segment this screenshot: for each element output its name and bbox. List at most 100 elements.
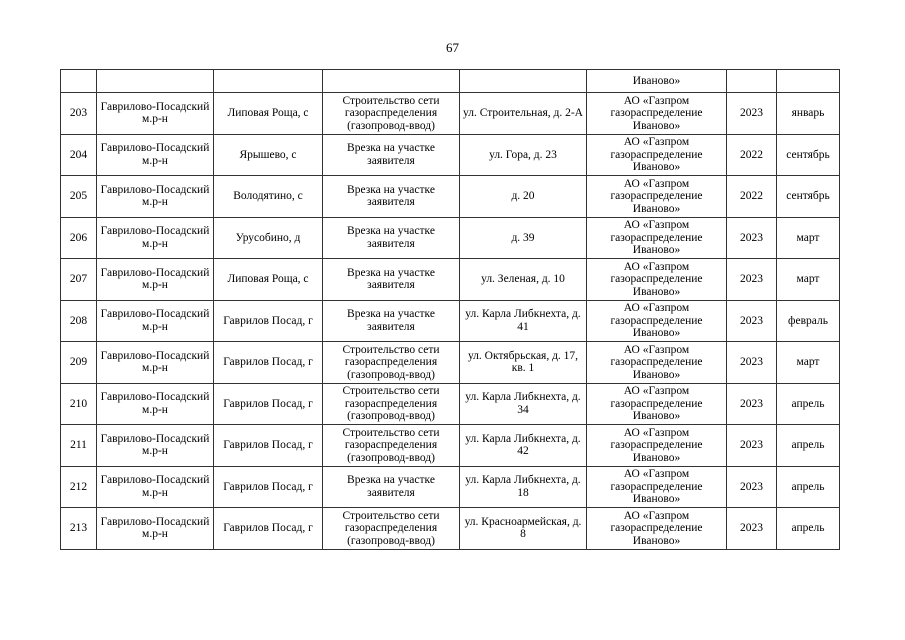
table-row: 212 Гаврилово-Посадский м.р-н Гаврилов Пос… [60, 465, 840, 508]
cell-settlement: Володятино, с [213, 175, 323, 218]
table-row: 208 Гаврилово-Посадский м.р-н Гаврилов Пос… [60, 299, 840, 342]
cell-organization: АО «Газпром газораспределение Иваново» [586, 465, 727, 508]
cell-row-number: 204 [60, 133, 97, 176]
cell-district: Гаврилово-Посадский м.р-н [96, 341, 214, 384]
table-row: 211 Гаврилово-Посадский м.р-н Гаврилов Пос… [60, 424, 840, 467]
cell-row-number: 203 [60, 92, 97, 135]
table-row: 210 Гаврилово-Посадский м.р-н Гаврилов Пос… [60, 382, 840, 425]
cell-row-number: 213 [60, 507, 97, 550]
cell-address [459, 69, 587, 93]
cell-row-number [60, 69, 97, 93]
cell-month: сентябрь [776, 175, 840, 218]
cell-address: ул. Гора, д. 23 [459, 133, 587, 176]
cell-organization: АО «Газпром газораспределение Иваново» [586, 382, 727, 425]
cell-organization: АО «Газпром газораспределение Иваново» [586, 258, 727, 301]
cell-work-type: Строительство сети газораспределения (га… [322, 341, 460, 384]
cell-district: Гаврилово-Посадский м.р-н [96, 175, 214, 218]
cell-row-number: 208 [60, 299, 97, 342]
cell-work-type: Врезка на участке заявителя [322, 465, 460, 508]
cell-district [96, 69, 214, 93]
cell-address: ул. Зеленая, д. 10 [459, 258, 587, 301]
cell-year: 2022 [726, 133, 777, 176]
cell-year: 2023 [726, 465, 777, 508]
cell-work-type: Строительство сети газораспределения (га… [322, 92, 460, 135]
cell-district: Гаврилово-Посадский м.р-н [96, 92, 214, 135]
cell-month: апрель [776, 382, 840, 425]
cell-row-number: 210 [60, 382, 97, 425]
cell-settlement: Гаврилов Посад, г [213, 382, 323, 425]
cell-work-type [322, 69, 460, 93]
cell-month: апрель [776, 465, 840, 508]
cell-year: 2023 [726, 424, 777, 467]
cell-month: февраль [776, 299, 840, 342]
cell-year: 2023 [726, 382, 777, 425]
cell-work-type: Строительство сети газораспределения (га… [322, 382, 460, 425]
cell-settlement [213, 69, 323, 93]
cell-settlement: Ярышево, с [213, 133, 323, 176]
table-row: 203 Гаврилово-Посадский м.р-н Липовая Роща… [60, 92, 840, 135]
cell-organization: АО «Газпром газораспределение Иваново» [586, 341, 727, 384]
cell-district: Гаврилово-Посадский м.р-н [96, 216, 214, 259]
cell-row-number: 212 [60, 465, 97, 508]
cell-organization: АО «Газпром газораспределение Иваново» [586, 92, 727, 135]
continuation-row: Иваново» [60, 69, 840, 93]
cell-district: Гаврилово-Посадский м.р-н [96, 465, 214, 508]
table-row: 205 Гаврилово-Посадский м.р-н Володятино, … [60, 175, 840, 218]
cell-address: ул. Карла Либкнехта, д. 41 [459, 299, 587, 342]
table-row: 206 Гаврилово-Посадский м.р-н Урусобино, д… [60, 216, 840, 259]
cell-year: 2023 [726, 507, 777, 550]
cell-year: 2023 [726, 299, 777, 342]
cell-address: ул. Карла Либкнехта, д. 42 [459, 424, 587, 467]
cell-address: д. 39 [459, 216, 587, 259]
cell-settlement: Гаврилов Посад, г [213, 299, 323, 342]
cell-year: 2022 [726, 175, 777, 218]
cell-year: 2023 [726, 341, 777, 384]
cell-year: 2023 [726, 258, 777, 301]
cell-month [776, 69, 840, 93]
cell-settlement: Урусобино, д [213, 216, 323, 259]
cell-organization: АО «Газпром газораспределение Иваново» [586, 133, 727, 176]
cell-row-number: 206 [60, 216, 97, 259]
cell-work-type: Врезка на участке заявителя [322, 175, 460, 218]
cell-work-type: Строительство сети газораспределения (га… [322, 507, 460, 550]
cell-year [726, 69, 777, 93]
cell-district: Гаврилово-Посадский м.р-н [96, 424, 214, 467]
cell-work-type: Врезка на участке заявителя [322, 258, 460, 301]
table-row: 204 Гаврилово-Посадский м.р-н Ярышево, с Вр… [60, 133, 840, 176]
cell-address: ул. Карла Либкнехта, д. 18 [459, 465, 587, 508]
cell-address: ул. Октябрьская, д. 17, кв. 1 [459, 341, 587, 384]
gasification-table: Иваново» 203 Гаврилово-Посадский м.р-н Липо… [60, 69, 840, 550]
cell-row-number: 209 [60, 341, 97, 384]
table-row: 207 Гаврилово-Посадский м.р-н Липовая Роща… [60, 258, 840, 301]
cell-year: 2023 [726, 216, 777, 259]
cell-organization: АО «Газпром газораспределение Иваново» [586, 216, 727, 259]
cell-organization: АО «Газпром газораспределение Иваново» [586, 507, 727, 550]
table-row: 209 Гаврилово-Посадский м.р-н Гаврилов Пос… [60, 341, 840, 384]
cell-address: ул. Карла Либкнехта, д. 34 [459, 382, 587, 425]
cell-organization: АО «Газпром газораспределение Иваново» [586, 175, 727, 218]
cell-month: апрель [776, 507, 840, 550]
cell-work-type: Врезка на участке заявителя [322, 216, 460, 259]
cell-year: 2023 [726, 92, 777, 135]
cell-address: ул. Строительная, д. 2-А [459, 92, 587, 135]
cell-district: Гаврилово-Посадский м.р-н [96, 382, 214, 425]
cell-settlement: Липовая Роща, с [213, 92, 323, 135]
cell-settlement: Гаврилов Посад, г [213, 341, 323, 384]
cell-work-type: Врезка на участке заявителя [322, 133, 460, 176]
cell-district: Гаврилово-Посадский м.р-н [96, 507, 214, 550]
cell-work-type: Врезка на участке заявителя [322, 299, 460, 342]
cell-row-number: 207 [60, 258, 97, 301]
cell-settlement: Гаврилов Посад, г [213, 465, 323, 508]
cell-settlement: Гаврилов Посад, г [213, 507, 323, 550]
cell-month: январь [776, 92, 840, 135]
cell-work-type: Строительство сети газораспределения (га… [322, 424, 460, 467]
cell-row-number: 211 [60, 424, 97, 467]
cell-district: Гаврилово-Посадский м.р-н [96, 258, 214, 301]
page-number: 67 [446, 40, 459, 55]
cell-organization: АО «Газпром газораспределение Иваново» [586, 299, 727, 342]
cell-district: Гаврилово-Посадский м.р-н [96, 299, 214, 342]
cell-settlement: Липовая Роща, с [213, 258, 323, 301]
cell-row-number: 205 [60, 175, 97, 218]
cell-organization: Иваново» [586, 69, 727, 93]
cell-month: март [776, 216, 840, 259]
